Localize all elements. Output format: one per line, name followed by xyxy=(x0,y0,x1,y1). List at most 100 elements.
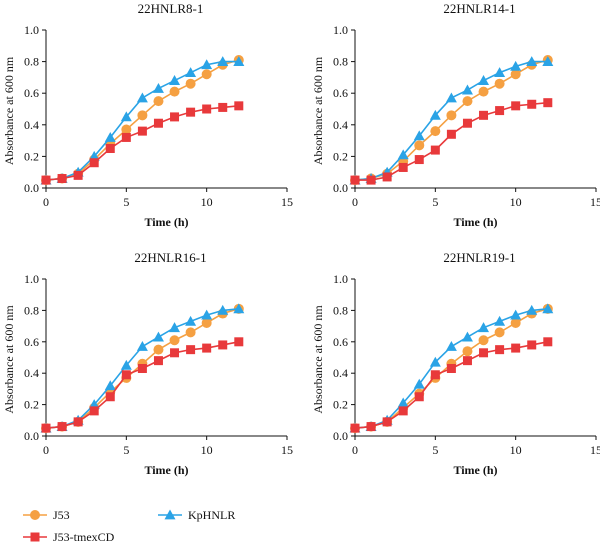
x-tick-label: 15 xyxy=(590,443,600,457)
y-tick-label: 0.2 xyxy=(333,149,348,163)
y-tick-label: 0.0 xyxy=(333,181,348,195)
x-tick-label: 0 xyxy=(43,443,49,457)
data-point xyxy=(41,423,51,433)
x-tick-label: 10 xyxy=(201,195,213,209)
data-point xyxy=(414,140,425,151)
chart-panel: 22HNLR16-1 0.0 0.2 0.4 0.6 0.8 1.0 0 5 10 15 Time (… xyxy=(2,250,293,477)
legend-marker xyxy=(164,509,176,520)
data-point xyxy=(233,56,245,66)
data-point xyxy=(73,170,83,180)
y-tick-label: 0.4 xyxy=(333,118,348,132)
y-tick-label: 1.0 xyxy=(24,23,39,37)
data-point xyxy=(233,303,245,314)
data-point xyxy=(186,107,196,117)
data-point xyxy=(234,337,244,347)
data-point xyxy=(366,422,376,432)
data-point xyxy=(350,423,360,433)
data-point xyxy=(510,309,522,320)
data-point xyxy=(169,86,180,97)
data-point xyxy=(104,131,116,142)
data-point xyxy=(121,370,131,380)
data-point xyxy=(201,309,213,320)
data-point xyxy=(494,78,505,89)
x-tick-label: 10 xyxy=(201,443,213,457)
data-point xyxy=(479,110,489,120)
y-tick-label: 0.6 xyxy=(24,335,39,349)
data-point xyxy=(218,102,228,112)
data-point xyxy=(510,317,521,328)
data-point xyxy=(495,345,505,355)
data-point xyxy=(414,155,424,165)
data-point xyxy=(350,175,360,185)
legend-marker xyxy=(30,532,40,542)
data-point xyxy=(494,315,506,326)
data-point xyxy=(73,417,83,427)
data-point xyxy=(510,69,521,80)
data-point xyxy=(136,92,148,103)
x-tick-label: 5 xyxy=(432,195,438,209)
chart-panels: 22HNLR8-1 0.0 0.2 0.4 0.6 0.8 1.0 0 5 10 15 Time (h… xyxy=(2,1,600,477)
y-tick-label: 0.8 xyxy=(24,303,39,317)
y-tick-label: 0.2 xyxy=(24,149,39,163)
legend-label: KpHNLR xyxy=(188,508,235,522)
data-point xyxy=(41,175,51,185)
data-point xyxy=(446,363,456,373)
data-point xyxy=(121,132,131,142)
chart-panel: 22HNLR19-1 0.0 0.2 0.4 0.6 0.8 1.0 0 5 10 15 Time (… xyxy=(311,250,600,477)
data-point xyxy=(153,344,164,355)
data-point xyxy=(57,422,67,432)
data-point xyxy=(137,363,147,373)
data-point xyxy=(121,124,132,135)
y-tick-label: 0.4 xyxy=(24,366,39,380)
data-point xyxy=(526,56,538,66)
data-point xyxy=(527,340,537,350)
data-point xyxy=(170,348,180,358)
x-tick-label: 10 xyxy=(510,195,522,209)
x-tick-label: 10 xyxy=(510,443,522,457)
data-point xyxy=(430,370,440,380)
y-tick-label: 0.0 xyxy=(24,429,39,443)
y-axis-label: Absorbance at 600 nm xyxy=(2,56,16,165)
data-point xyxy=(186,345,196,355)
y-tick-label: 0.8 xyxy=(333,303,348,317)
data-point xyxy=(136,341,148,351)
chart-panel: 22HNLR14-1 0.0 0.2 0.4 0.6 0.8 1.0 0 5 10 15 Time (… xyxy=(311,1,600,229)
series-j53-tmexcd xyxy=(41,337,244,433)
chart-title: 22HNLR16-1 xyxy=(134,250,206,265)
data-point xyxy=(398,406,408,416)
data-point xyxy=(462,96,473,107)
x-tick-label: 15 xyxy=(281,443,293,457)
data-point xyxy=(478,86,489,97)
data-point xyxy=(494,327,505,338)
data-point xyxy=(202,104,212,114)
series-j53 xyxy=(41,55,244,186)
series-j53-tmexcd xyxy=(350,98,553,185)
data-point xyxy=(169,322,181,333)
data-point xyxy=(462,118,472,128)
x-axis-label: Time (h) xyxy=(144,215,188,229)
data-point xyxy=(462,346,473,357)
y-tick-label: 0.4 xyxy=(333,366,348,380)
legend-entry: KpHNLR xyxy=(158,508,235,522)
x-tick-label: 0 xyxy=(43,195,49,209)
data-point xyxy=(185,67,197,78)
chart-title: 22HNLR8-1 xyxy=(138,1,204,16)
x-axis-label: Time (h) xyxy=(144,463,188,477)
data-point xyxy=(202,343,212,353)
x-axis-label: Time (h) xyxy=(453,463,497,477)
data-point xyxy=(153,356,163,366)
data-point xyxy=(413,130,425,141)
y-tick-label: 1.0 xyxy=(24,272,39,286)
data-point xyxy=(511,343,521,353)
y-tick-label: 0.2 xyxy=(333,398,348,412)
data-point xyxy=(494,67,506,78)
series-line xyxy=(45,60,239,181)
data-point xyxy=(543,337,553,347)
data-point xyxy=(397,397,409,408)
y-tick-label: 0.4 xyxy=(24,118,39,132)
data-point xyxy=(152,331,164,342)
data-point xyxy=(478,322,490,333)
data-point xyxy=(152,82,164,93)
legend-label: J53-tmexCD xyxy=(53,530,115,542)
